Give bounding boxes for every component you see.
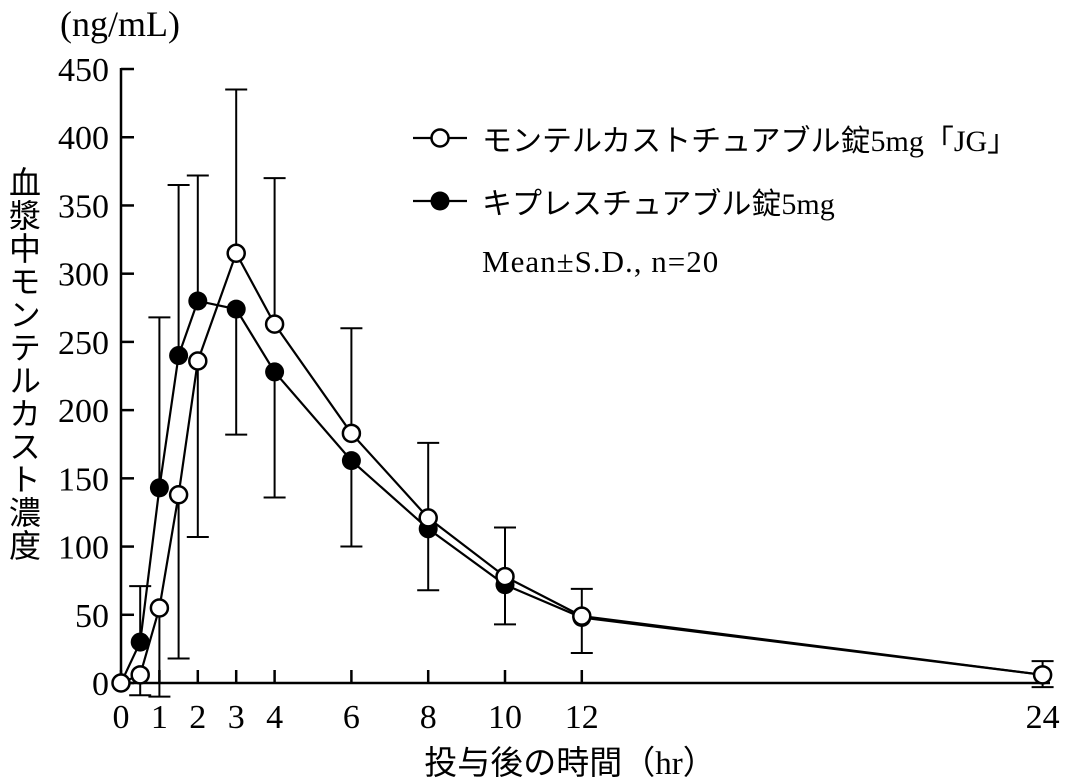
y-tick-label: 0: [92, 666, 109, 703]
y-tick-label: 400: [58, 120, 109, 157]
data-point-open-circle: [188, 351, 208, 371]
x-axis-title: 投与後の時間（hr）: [424, 746, 716, 779]
x-tick-label: 12: [565, 699, 599, 736]
y-axis-ticks: 0 50 100 150 200 250 300 350 400 450: [58, 52, 134, 703]
x-axis-ticks: 0 1 2 3 4 6 8 10 12 24: [113, 670, 1060, 736]
x-tick-label: 1: [151, 699, 168, 736]
x-tick-label: 0: [113, 699, 130, 736]
data-point-open-circle: [418, 508, 438, 528]
data-point-filled-circle: [265, 362, 285, 382]
y-tick-label: 450: [58, 52, 109, 89]
data-point-filled-circle: [188, 291, 208, 311]
x-tick-label: 3: [228, 699, 245, 736]
data-point-open-circle: [495, 566, 515, 587]
data-point-filled-circle: [130, 632, 150, 652]
data-point-open-circle: [226, 243, 246, 263]
y-tick-label: 100: [58, 530, 109, 567]
data-point-open-circle: [572, 606, 592, 626]
x-tick-label: 4: [266, 699, 283, 736]
data-point-open-circle: [341, 423, 362, 444]
data-point-open-circle: [1032, 665, 1053, 685]
legend-item-kipres: キプレスチュアブル錠5mg: [412, 181, 1017, 221]
x-tick-label: 2: [189, 699, 206, 736]
y-tick-label: 150: [58, 461, 109, 498]
x-tick-label: 6: [343, 699, 360, 736]
y-axis-title: 血漿中モンテルカスト濃度: [5, 166, 41, 562]
data-point-open-circle: [111, 673, 131, 693]
y-tick-label: 300: [58, 257, 109, 294]
error-bars-kipres: [129, 174, 593, 654]
legend-label-kipres: キプレスチュアブル錠5mg: [482, 188, 835, 221]
data-point-filled-circle: [169, 346, 189, 366]
legend: モンテルカストチュアブル錠5mg「JG」 キプレスチュアブル錠5mg Mean±…: [412, 118, 1017, 280]
data-point-filled-circle: [149, 478, 169, 498]
legend-label-jg: モンテルカストチュアブル錠5mg「JG」: [482, 125, 1018, 158]
data-point-open-circle: [130, 665, 150, 685]
legend-note: Mean±S.D., n=20: [482, 244, 720, 279]
legend-item-jg: モンテルカストチュアブル錠5mg「JG」: [412, 118, 1017, 158]
data-point-filled-circle: [341, 451, 361, 471]
y-axis-unit-label: (ng/mL): [60, 4, 180, 44]
x-tick-label: 10: [488, 699, 522, 736]
series-line-kipres: [120, 299, 1043, 684]
y-tick-label: 350: [58, 188, 109, 225]
y-tick-label: 200: [58, 393, 109, 430]
open-circle-marker-icon: [413, 128, 467, 148]
series-line-jg: [120, 250, 1043, 685]
series-markers-jg: [111, 243, 1053, 693]
data-point-open-circle: [264, 314, 285, 334]
y-tick-label: 50: [75, 598, 109, 635]
data-point-open-circle: [168, 484, 189, 505]
filled-circle-marker-icon: [413, 191, 467, 211]
data-point-open-circle: [149, 598, 170, 618]
data-point-filled-circle: [226, 299, 246, 319]
x-tick-label: 8: [420, 699, 437, 736]
x-tick-label: 24: [1026, 699, 1060, 736]
y-tick-label: 250: [58, 325, 109, 362]
